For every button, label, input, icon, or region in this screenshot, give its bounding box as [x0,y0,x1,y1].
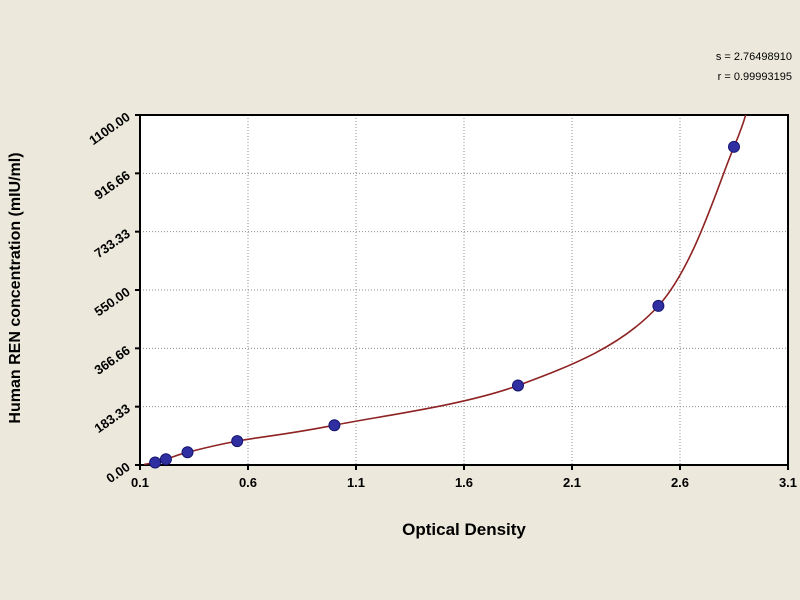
data-point [159,453,172,466]
y-tick-label: 0.00 [103,459,132,486]
fit-s-value: s = 2.76498910 [715,51,792,63]
data-point [652,299,665,312]
y-tick-label: 916.66 [92,168,133,203]
data-point [512,379,524,392]
fit-statistics: s = 2.76498910 r = 0.99993195 [716,48,792,88]
data-point [328,419,341,432]
x-axis-title: Optical Density [402,520,526,539]
x-tick-label: 0.1 [131,475,149,490]
y-tick-label: 550.00 [92,284,133,319]
x-tick-label: 2.6 [671,475,689,490]
x-tick-label: 2.1 [563,475,581,490]
x-tick-label: 1.6 [455,475,473,490]
y-tick-label: 1100.00 [86,109,133,148]
x-tick-label: 3.1 [779,475,797,490]
data-point [231,435,244,448]
y-tick-label: 366.66 [92,343,133,378]
y-tick-label: 733.33 [92,226,133,261]
x-tick-label: 1.1 [347,475,365,490]
data-point [728,140,740,153]
fit-r-value: r = 0.99993195 [717,70,792,83]
data-point [181,446,194,459]
data-point [149,456,162,469]
y-tick-label: 183.33 [92,401,133,436]
x-tick-label: 0.6 [239,475,257,490]
